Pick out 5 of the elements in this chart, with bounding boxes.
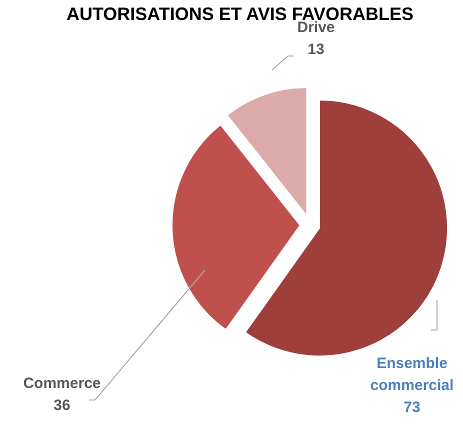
- slice-label: Ensemble commercial: [370, 355, 454, 394]
- data-label: 13: [308, 41, 324, 58]
- slice-label: Commerce: [23, 375, 101, 392]
- data-label: 73: [404, 399, 420, 416]
- data-label: 36: [54, 397, 70, 414]
